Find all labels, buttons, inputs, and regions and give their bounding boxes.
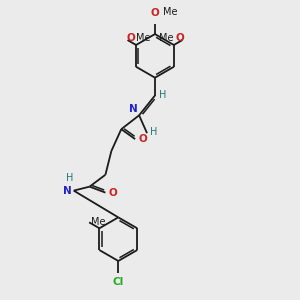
Text: N: N (63, 186, 72, 196)
Text: N: N (129, 104, 138, 114)
Text: Me: Me (160, 33, 174, 43)
Text: O: O (175, 33, 184, 43)
Text: O: O (138, 134, 147, 144)
Text: O: O (151, 8, 159, 18)
Text: Cl: Cl (113, 277, 124, 287)
Text: O: O (108, 188, 117, 198)
Text: H: H (66, 173, 74, 183)
Text: Me: Me (163, 7, 177, 17)
Text: Me: Me (91, 217, 106, 227)
Text: O: O (126, 33, 135, 43)
Text: H: H (159, 89, 166, 100)
Text: Me: Me (136, 33, 151, 43)
Text: H: H (150, 127, 158, 137)
